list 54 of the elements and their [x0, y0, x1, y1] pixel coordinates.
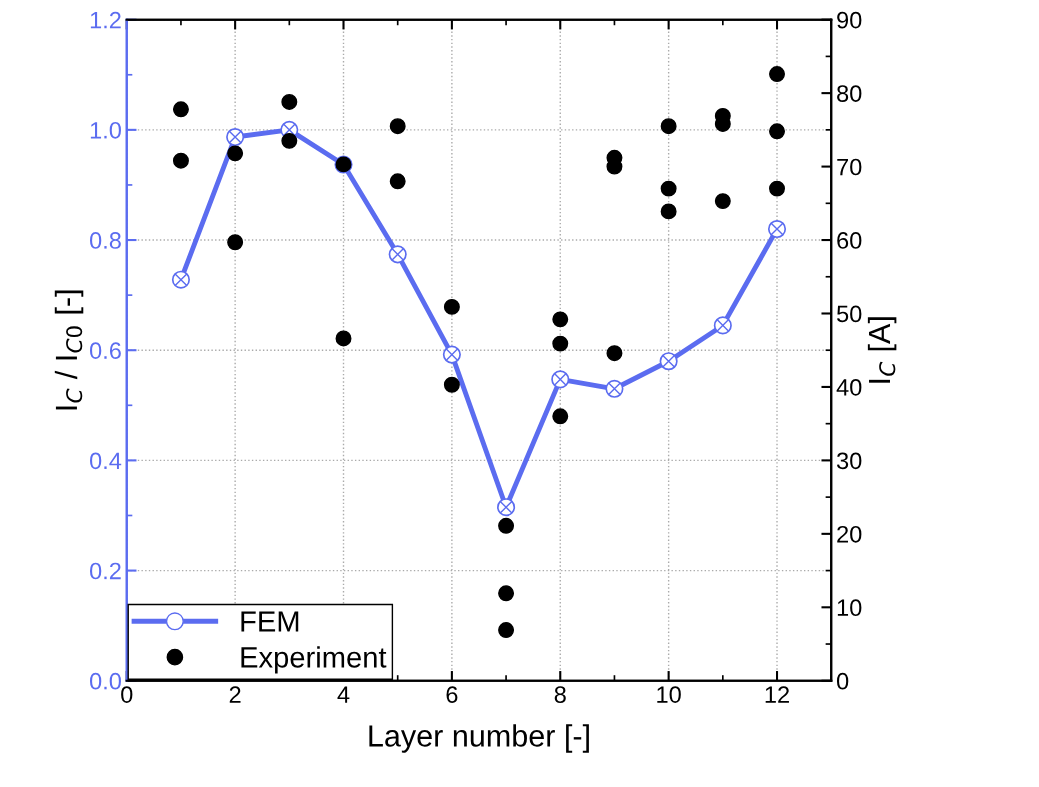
- point: [281, 132, 298, 149]
- y-tick-label: 0.2: [90, 562, 121, 580]
- point: [769, 66, 785, 83]
- y2-tick-label: 10: [837, 599, 862, 617]
- legend-label: Experiment: [241, 646, 387, 674]
- y2-tick-label: 40: [836, 379, 862, 396]
- point: [172, 101, 189, 118]
- x-tick-label: 4: [337, 686, 350, 703]
- x-tick-label: 2: [229, 686, 241, 703]
- y2-tick-label: 20: [837, 525, 862, 543]
- x-tick-label: 0: [121, 686, 133, 703]
- y2-tick-label: 90: [837, 11, 862, 29]
- x-tick-label: 10: [657, 686, 681, 703]
- y2-axis-title: I$_{C}$ [A]: [867, 317, 897, 383]
- point: [172, 152, 189, 169]
- y-tick-label: 0.8: [90, 232, 121, 249]
- y2-tick-label: 70: [837, 158, 862, 176]
- point: [660, 118, 677, 135]
- y-tick-label: 1.2: [90, 11, 121, 29]
- point: [552, 335, 569, 352]
- x-axis-title: Layer number [-]: [369, 724, 589, 753]
- y2-tick-label: 0: [836, 672, 849, 690]
- point: [498, 585, 515, 602]
- y-tick-label: 1.0: [90, 121, 121, 139]
- x-tick-label: 12: [765, 686, 789, 703]
- point: [660, 180, 677, 197]
- point: [498, 622, 515, 639]
- y2-tick-label: 50: [837, 305, 862, 323]
- point: [660, 203, 677, 220]
- point: [443, 298, 460, 315]
- point: [769, 123, 785, 140]
- point: [606, 345, 623, 362]
- point: [227, 234, 244, 251]
- y-tick-label: 0.4: [90, 452, 122, 470]
- point: [281, 93, 298, 110]
- y-axis-title: I$_{C}$ / I$_{C0}$ [-]: [54, 290, 84, 410]
- point: [389, 118, 406, 135]
- point: [443, 376, 460, 393]
- x-tick-label: 6: [446, 686, 458, 703]
- y2-tick-label: 60: [837, 232, 862, 249]
- point: [335, 330, 352, 347]
- y-tick-label: 0.0: [90, 672, 121, 690]
- point: [714, 193, 731, 210]
- point: [552, 311, 569, 328]
- point: [227, 145, 244, 162]
- legend-label: FEM: [241, 611, 299, 632]
- y-tick-label: 0.6: [90, 342, 121, 359]
- point: [552, 408, 569, 425]
- point: [769, 180, 785, 197]
- x-tick-label: 8: [554, 686, 566, 703]
- point: [389, 173, 406, 190]
- y2-tick-label: 80: [837, 85, 862, 102]
- point: [498, 517, 515, 534]
- y2-tick-label: 30: [836, 452, 862, 470]
